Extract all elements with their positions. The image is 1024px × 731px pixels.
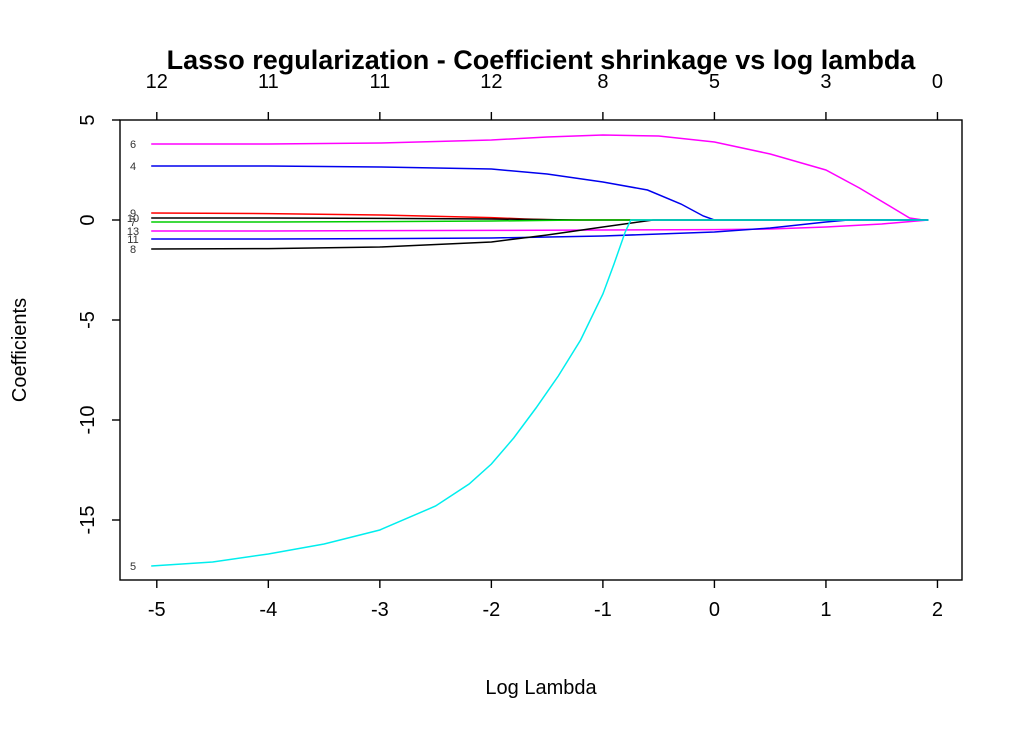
series-line-5 xyxy=(151,219,929,567)
y-tick-label: 5 xyxy=(77,114,99,125)
series-label-5: 5 xyxy=(130,561,136,573)
top-tick-label: 0 xyxy=(932,71,943,93)
plot-frame xyxy=(119,119,963,581)
series-group xyxy=(151,134,929,567)
x-tick-label: 2 xyxy=(932,599,943,621)
series-label-7: 7 xyxy=(130,217,136,229)
series-line-8 xyxy=(151,219,929,250)
x-tick-label: -1 xyxy=(594,599,612,621)
series-label-6: 6 xyxy=(130,139,136,151)
y-axis-label: Coefficients xyxy=(9,298,31,402)
x-tick-label: 0 xyxy=(709,599,720,621)
series-label-9: 9 xyxy=(130,208,136,220)
series-label-11: 11 xyxy=(127,234,138,246)
y-tick-label: -15 xyxy=(77,506,99,535)
x-tick-label: -5 xyxy=(148,599,166,621)
series-line-11 xyxy=(151,219,929,240)
y-tick-label: -10 xyxy=(77,406,99,435)
series-label-4: 4 xyxy=(130,161,136,173)
x-tick-label: 1 xyxy=(820,599,831,621)
y-tick-label: 0 xyxy=(77,214,99,225)
top-tick-label: 8 xyxy=(597,71,608,93)
x-tick-label: -3 xyxy=(371,599,389,621)
series-line-6 xyxy=(151,134,929,221)
x-axis: -5 -4 -3 -2 -1 0 1 2 xyxy=(148,580,943,621)
y-axis: 5 0 -5 -10 -15 xyxy=(77,114,120,534)
chart-title: Lasso regularization - Coefficient shrin… xyxy=(167,45,917,75)
top-tick-label: 3 xyxy=(820,71,831,93)
x-axis-label: Log Lambda xyxy=(485,677,597,699)
top-tick-label: 5 xyxy=(709,71,720,93)
top-tick-label: 12 xyxy=(146,71,168,93)
x-tick-label: -2 xyxy=(482,599,500,621)
top-tick-label: 12 xyxy=(480,71,502,93)
series-line-4 xyxy=(151,165,929,221)
top-tick-label: 11 xyxy=(369,71,390,93)
top-axis: 12 11 11 12 8 5 3 0 xyxy=(146,71,943,120)
series-line-13 xyxy=(151,219,929,232)
series-label-8: 8 xyxy=(130,244,136,256)
series-line-7 xyxy=(151,219,929,223)
y-tick-label: -5 xyxy=(77,311,99,329)
series-label-13: 13 xyxy=(127,226,139,238)
x-tick-label: -4 xyxy=(259,599,277,621)
top-tick-label: 11 xyxy=(258,71,279,93)
series-label-10: 10 xyxy=(127,213,139,225)
